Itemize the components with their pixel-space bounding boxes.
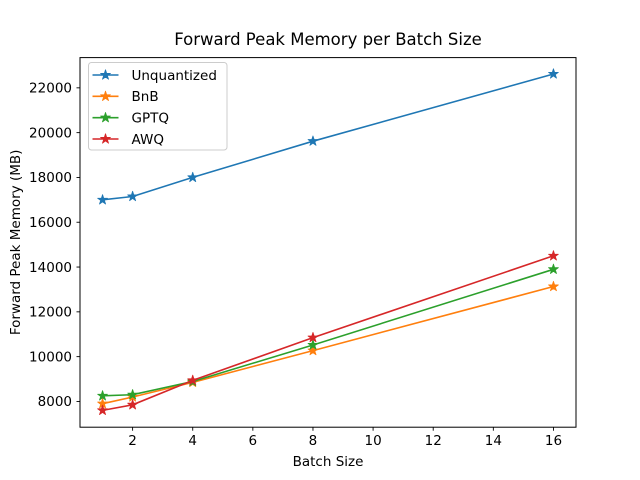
x-tick-label: 8	[309, 433, 318, 449]
data-point-gptq	[548, 263, 559, 274]
legend-label-gptq: GPTQ	[132, 110, 169, 126]
x-axis-label: Batch Size	[293, 454, 364, 470]
y-axis-label: Forward Peak Memory (MB)	[8, 150, 24, 336]
data-point-unquantized	[548, 68, 559, 79]
data-point-awq	[548, 250, 559, 261]
y-tick-label: 10000	[29, 349, 72, 365]
y-tick-label: 12000	[29, 305, 72, 321]
legend-marker-awq	[100, 133, 111, 144]
y-tick-label: 8000	[38, 394, 72, 410]
legend-marker-gptq	[100, 112, 111, 123]
legend-label-awq: AWQ	[132, 132, 164, 148]
y-tick-label: 18000	[29, 170, 72, 186]
data-point-awq	[97, 404, 108, 416]
data-point-gptq	[127, 389, 138, 400]
y-tick-label: 22000	[29, 81, 72, 97]
chart-title: Forward Peak Memory per Batch Size	[174, 30, 482, 49]
legend-marker-unquantized	[100, 69, 111, 80]
x-tick-label: 2	[128, 433, 137, 449]
data-point-unquantized	[97, 194, 108, 205]
plot-border	[79, 57, 577, 428]
data-point-unquantized	[307, 135, 319, 146]
data-point-gptq	[307, 339, 319, 350]
data-point-bnb	[548, 280, 559, 292]
data-point-gptq	[97, 390, 108, 401]
y-tick-label: 16000	[29, 215, 72, 231]
y-tick-label: 14000	[29, 260, 72, 276]
x-tick-label: 14	[485, 433, 502, 449]
legend-label-unquantized: Unquantized	[132, 68, 217, 84]
x-tick-label: 10	[364, 433, 381, 449]
data-point-awq	[127, 399, 138, 410]
legend-label-bnb: BnB	[132, 89, 159, 105]
legend-marker-bnb	[100, 90, 111, 101]
x-tick-label: 4	[188, 433, 197, 449]
x-tick-label: 6	[249, 433, 258, 449]
data-point-unquantized	[187, 171, 199, 183]
data-point-bnb	[307, 344, 319, 356]
y-tick-label: 20000	[29, 125, 72, 141]
data-point-awq	[187, 374, 199, 385]
x-tick-label: 16	[545, 433, 562, 449]
plot-area: 2 4 6 8 10 12 14 16 8000 10000 12000 14000 16000 1800…	[29, 57, 577, 449]
data-point-unquantized	[127, 190, 138, 202]
data-point-awq	[307, 332, 319, 343]
x-tick-label: 12	[425, 433, 442, 449]
legend-box	[88, 62, 228, 151]
